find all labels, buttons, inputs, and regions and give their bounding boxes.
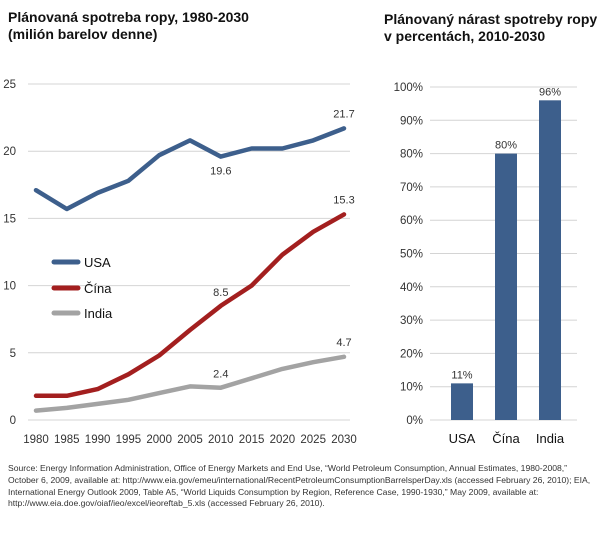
- line-chart-x-tick-label: 2030: [331, 434, 357, 446]
- bar-chart-subtitle: v percentách, 2010-2030: [384, 28, 546, 44]
- bar-value-label: 11%: [451, 369, 472, 381]
- line-data-label: 15.3: [333, 194, 354, 206]
- line-chart-x-ticks: 1980 1985 1990 1995 2000 2005 2010 2015 2020 2025…: [23, 434, 357, 446]
- line-chart-subtitle: (milión barelov denne): [8, 26, 158, 42]
- line-data-label: 21.7: [333, 108, 354, 120]
- line-chart-x-tick-label: 1995: [116, 434, 142, 446]
- bar-chart-y-tick-label: 60%: [400, 215, 423, 227]
- bar-usa: [451, 383, 473, 420]
- line-series-čína: [33, 212, 347, 399]
- line-chart-x-tick-label: 1990: [85, 434, 111, 446]
- bar-category-label: India: [536, 431, 565, 446]
- bar-čína: [495, 153, 517, 420]
- line-data-label: 19.6: [210, 166, 231, 178]
- line-chart-title-text: Plánovaná spotreba ropy, 1980-2030: [8, 9, 249, 25]
- bar-category-label: Čína: [492, 431, 520, 446]
- legend-label: Čína: [84, 281, 112, 296]
- line-chart-y-tick-label: 10: [3, 281, 16, 293]
- line-chart-title: Plánovaná spotreba ropy, 1980-2030 (mili…: [8, 9, 308, 43]
- bar-value-label: 80%: [495, 140, 517, 152]
- line-data-label: 2.4: [213, 369, 228, 381]
- line-chart-y-tick-label: 20: [3, 146, 16, 158]
- line-chart-y-ticks: 0 5 10 15 20 25: [3, 79, 16, 427]
- bar-chart-y-tick-label: 80%: [400, 149, 423, 161]
- legend-label: India: [84, 306, 113, 321]
- bar-category-label: USA: [449, 431, 476, 446]
- line-chart-y-tick-label: 5: [10, 348, 16, 360]
- line-chart-x-tick-label: 2015: [239, 434, 265, 446]
- bar-chart-y-tick-label: 40%: [400, 282, 423, 294]
- bar-chart-y-ticks: 0% 10% 20% 30% 40% 50% 60% 70% 80% 90% 100%: [394, 82, 423, 427]
- line-chart-x-tick-label: 2010: [208, 434, 234, 446]
- line-chart-y-tick-label: 0: [10, 415, 16, 427]
- line-data-label: 4.7: [336, 337, 351, 349]
- line-chart-x-tick-label: 1985: [54, 434, 80, 446]
- line-chart-y-tick-label: 15: [3, 213, 16, 225]
- bar-chart-y-tick-label: 100%: [394, 82, 423, 94]
- legend-label: USA: [84, 255, 111, 270]
- bar-chart-bars: [451, 100, 561, 420]
- bar-chart-y-tick-label: 0%: [406, 415, 423, 427]
- bar-value-label: 96%: [539, 86, 561, 98]
- line-chart-x-tick-label: 1980: [23, 434, 49, 446]
- line-chart-legend: USA Čína India: [51, 255, 113, 321]
- line-chart-y-tick-label: 25: [3, 79, 16, 91]
- line-chart-x-tick-label: 2020: [270, 434, 296, 446]
- line-data-label: 8.5: [213, 287, 228, 299]
- line-chart-series: [33, 126, 347, 413]
- bar-chart-title-text: Plánovaný nárast spotreby ropy: [384, 11, 598, 27]
- bar-india: [539, 100, 561, 420]
- line-series-usa: [33, 126, 347, 212]
- bar-chart-y-tick-label: 10%: [400, 382, 423, 394]
- bar-chart-y-tick-label: 50%: [400, 249, 423, 261]
- bar-chart-y-tick-label: 30%: [400, 315, 423, 327]
- line-chart-data-labels: 19.6 21.7 8.5 15.3 2.4 4.7: [210, 108, 355, 380]
- line-chart-grid: [28, 83, 350, 421]
- bar-chart-category-labels: USA Čína India: [449, 431, 565, 446]
- line-chart-x-tick-label: 2000: [146, 434, 172, 446]
- source-note: Source: Energy Information Administratio…: [8, 463, 591, 509]
- bar-chart-y-tick-label: 20%: [400, 348, 423, 360]
- line-series-india: [33, 354, 347, 413]
- bar-chart-value-labels: 11% 80% 96%: [451, 86, 561, 381]
- line-chart-x-tick-label: 2025: [300, 434, 326, 446]
- bar-chart-y-tick-label: 90%: [400, 115, 423, 127]
- bar-chart-title: Plánovaný nárast spotreby ropy v percent…: [384, 11, 599, 45]
- line-chart-x-tick-label: 2005: [177, 434, 203, 446]
- bar-chart-y-tick-label: 70%: [400, 182, 423, 194]
